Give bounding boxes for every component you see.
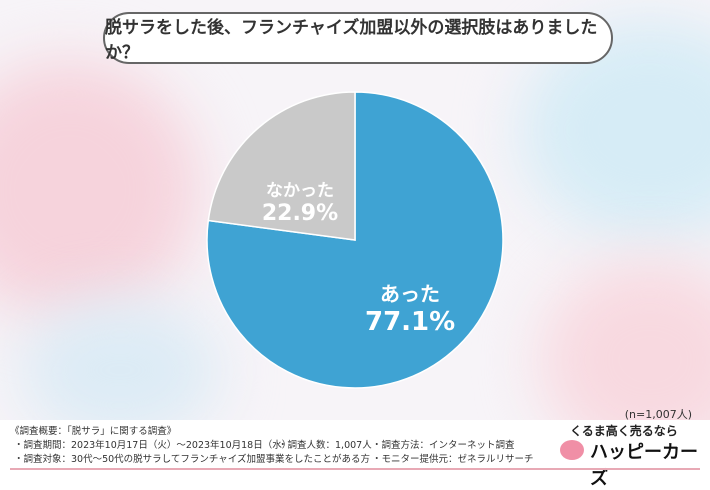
survey-target: ・調査対象：30代～50代の脱サラしてフランチャイズ加盟事業をしたことがある方 [14, 454, 371, 465]
survey-method: ・調査方法：インターネット調査 [372, 440, 515, 451]
survey-provider: ・モニター提供元：ゼネラルリサーチ [372, 454, 534, 465]
footer-divider [10, 468, 700, 470]
survey-count: ・調査人数：1,007人 [278, 440, 372, 451]
label-atta: あった 77.1% [365, 278, 455, 337]
survey-period: ・調査期間：2023年10月17日（火）～2023年10月18日（水） [14, 440, 292, 451]
slice-label-value: 77.1% [365, 307, 456, 337]
survey-heading: 《調査概要：「脱サラ」に関する調査》 [10, 426, 177, 437]
slice-label-name: なかった [266, 181, 334, 201]
sample-size-note: (n=1,007人) [624, 408, 692, 421]
logo-tagline: くるま高く売るなら [570, 424, 678, 438]
background [0, 0, 710, 420]
logo-name: ハッピーカーズ [590, 442, 698, 489]
label-nakatta: なかった 22.9% [245, 176, 355, 226]
pie-slice-1 [207, 91, 356, 241]
slice-label-name: あった [380, 282, 440, 306]
slice-label-value: 22.9% [261, 201, 339, 226]
pie-chart [206, 91, 504, 389]
elephant-logo-icon [560, 440, 584, 460]
chart-title: 脱サラをした後、フランチャイズ加盟以外の選択肢はありましたか？ [103, 12, 613, 64]
footer: 《調査概要：「脱サラ」に関する調査》 ・調査期間：2023年10月17日（火）～… [0, 420, 710, 489]
